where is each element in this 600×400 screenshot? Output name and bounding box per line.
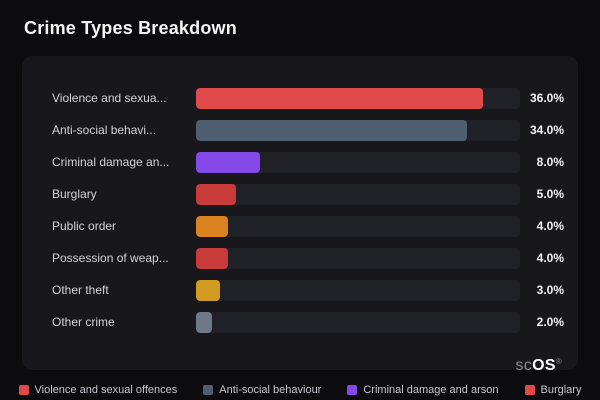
scos-logo: scOS® [515, 357, 562, 375]
value-label: 5.0% [536, 187, 564, 201]
bar[interactable] [196, 247, 228, 269]
bar-row: Criminal damage an... 8.0% [22, 146, 578, 178]
chart-panel: Violence and sexua... 36.0% Anti-social … [22, 56, 578, 370]
legend-swatch [524, 385, 535, 395]
value-label: 34.0% [529, 123, 564, 137]
value-label: 2.0% [536, 315, 564, 329]
bar-row: Violence and sexua... 36.0% [22, 82, 578, 114]
bar[interactable] [196, 151, 260, 173]
bar-row: Other theft 3.0% [22, 274, 578, 306]
bar-track [196, 215, 520, 237]
category-label: Possession of weap... [52, 251, 169, 265]
legend-item[interactable]: Criminal damage and arson [347, 384, 499, 396]
legend-label: Violence and sexual offences [34, 384, 178, 396]
legend-swatch [18, 385, 29, 395]
registered-mark-icon: ® [555, 357, 562, 366]
bar[interactable] [196, 215, 228, 237]
logo-prefix: sc [515, 357, 533, 374]
bar-track [196, 119, 520, 141]
bar[interactable] [196, 119, 468, 141]
bar-row: Possession of weap... 4.0% [22, 242, 578, 274]
value-label: 4.0% [536, 219, 564, 233]
legend: Violence and sexual offences Anti-social… [0, 384, 600, 396]
value-label: 3.0% [536, 283, 564, 297]
logo-suffix: OS [532, 357, 556, 374]
value-label: 8.0% [536, 155, 564, 169]
bar-track [196, 183, 520, 205]
category-label: Other crime [52, 315, 115, 329]
legend-swatch [203, 385, 214, 395]
category-label: Anti-social behavi... [52, 123, 157, 137]
legend-item[interactable]: Violence and sexual offences [18, 384, 178, 396]
category-label: Violence and sexua... [52, 91, 167, 105]
category-label: Other theft [52, 283, 109, 297]
legend-swatch [347, 385, 358, 395]
bar-track [196, 151, 520, 173]
bar[interactable] [196, 279, 220, 301]
bar-chart: Violence and sexua... 36.0% Anti-social … [22, 82, 578, 338]
bar-row: Other crime 2.0% [22, 306, 578, 338]
bar[interactable] [196, 87, 484, 109]
bar-track [196, 247, 520, 269]
page-title: Crime Types Breakdown [24, 18, 237, 38]
bar-row: Burglary 5.0% [22, 178, 578, 210]
bar-track [196, 279, 520, 301]
category-label: Criminal damage an... [52, 155, 170, 169]
bar-track [196, 311, 520, 333]
bar-row: Public order 4.0% [22, 210, 578, 242]
bar[interactable] [196, 183, 236, 205]
category-label: Public order [52, 219, 117, 233]
legend-item[interactable]: Burglary [524, 384, 582, 396]
legend-label: Burglary [540, 384, 582, 396]
category-label: Burglary [52, 187, 97, 201]
value-label: 36.0% [529, 91, 564, 105]
bar-track [196, 87, 520, 109]
bar-row: Anti-social behavi... 34.0% [22, 114, 578, 146]
legend-label: Anti-social behaviour [219, 384, 322, 396]
value-label: 4.0% [536, 251, 564, 265]
legend-item[interactable]: Anti-social behaviour [203, 384, 321, 396]
bar[interactable] [196, 311, 212, 333]
legend-label: Criminal damage and arson [363, 384, 499, 396]
